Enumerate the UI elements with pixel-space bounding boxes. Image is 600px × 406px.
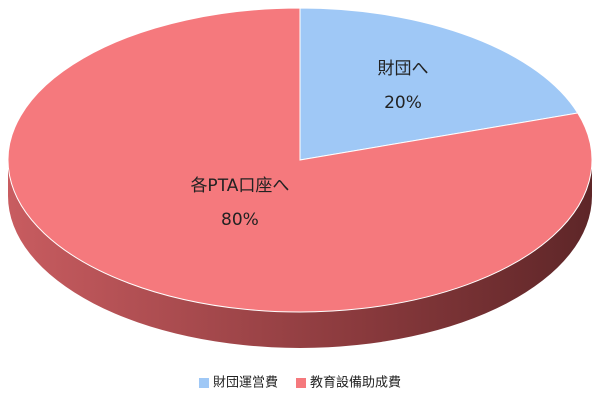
legend-swatch [198, 378, 209, 388]
legend-swatch [296, 378, 306, 388]
slice-label: 各PTA口座へ [190, 176, 289, 196]
legend-item: 教育設備助成費 [296, 375, 401, 391]
legend-label: 財団運営費 [213, 376, 278, 391]
pie-tops [7, 7, 593, 313]
pie-sides [8, 160, 592, 348]
pie-slice [7, 7, 593, 313]
slice-labels: 財団へ 20% 各PTA口座へ 80% [190, 59, 428, 230]
legend-item: 財団運営費 [198, 376, 278, 391]
slice-value-label: 80% [221, 210, 259, 230]
legend: 財団運営費 教育設備助成費 [198, 375, 401, 391]
slice-label: 財団へ [377, 59, 428, 79]
slice-value-label: 20% [384, 93, 422, 113]
legend-label: 教育設備助成費 [310, 375, 401, 391]
pie-slice [299, 7, 579, 161]
pie-side [8, 160, 592, 348]
